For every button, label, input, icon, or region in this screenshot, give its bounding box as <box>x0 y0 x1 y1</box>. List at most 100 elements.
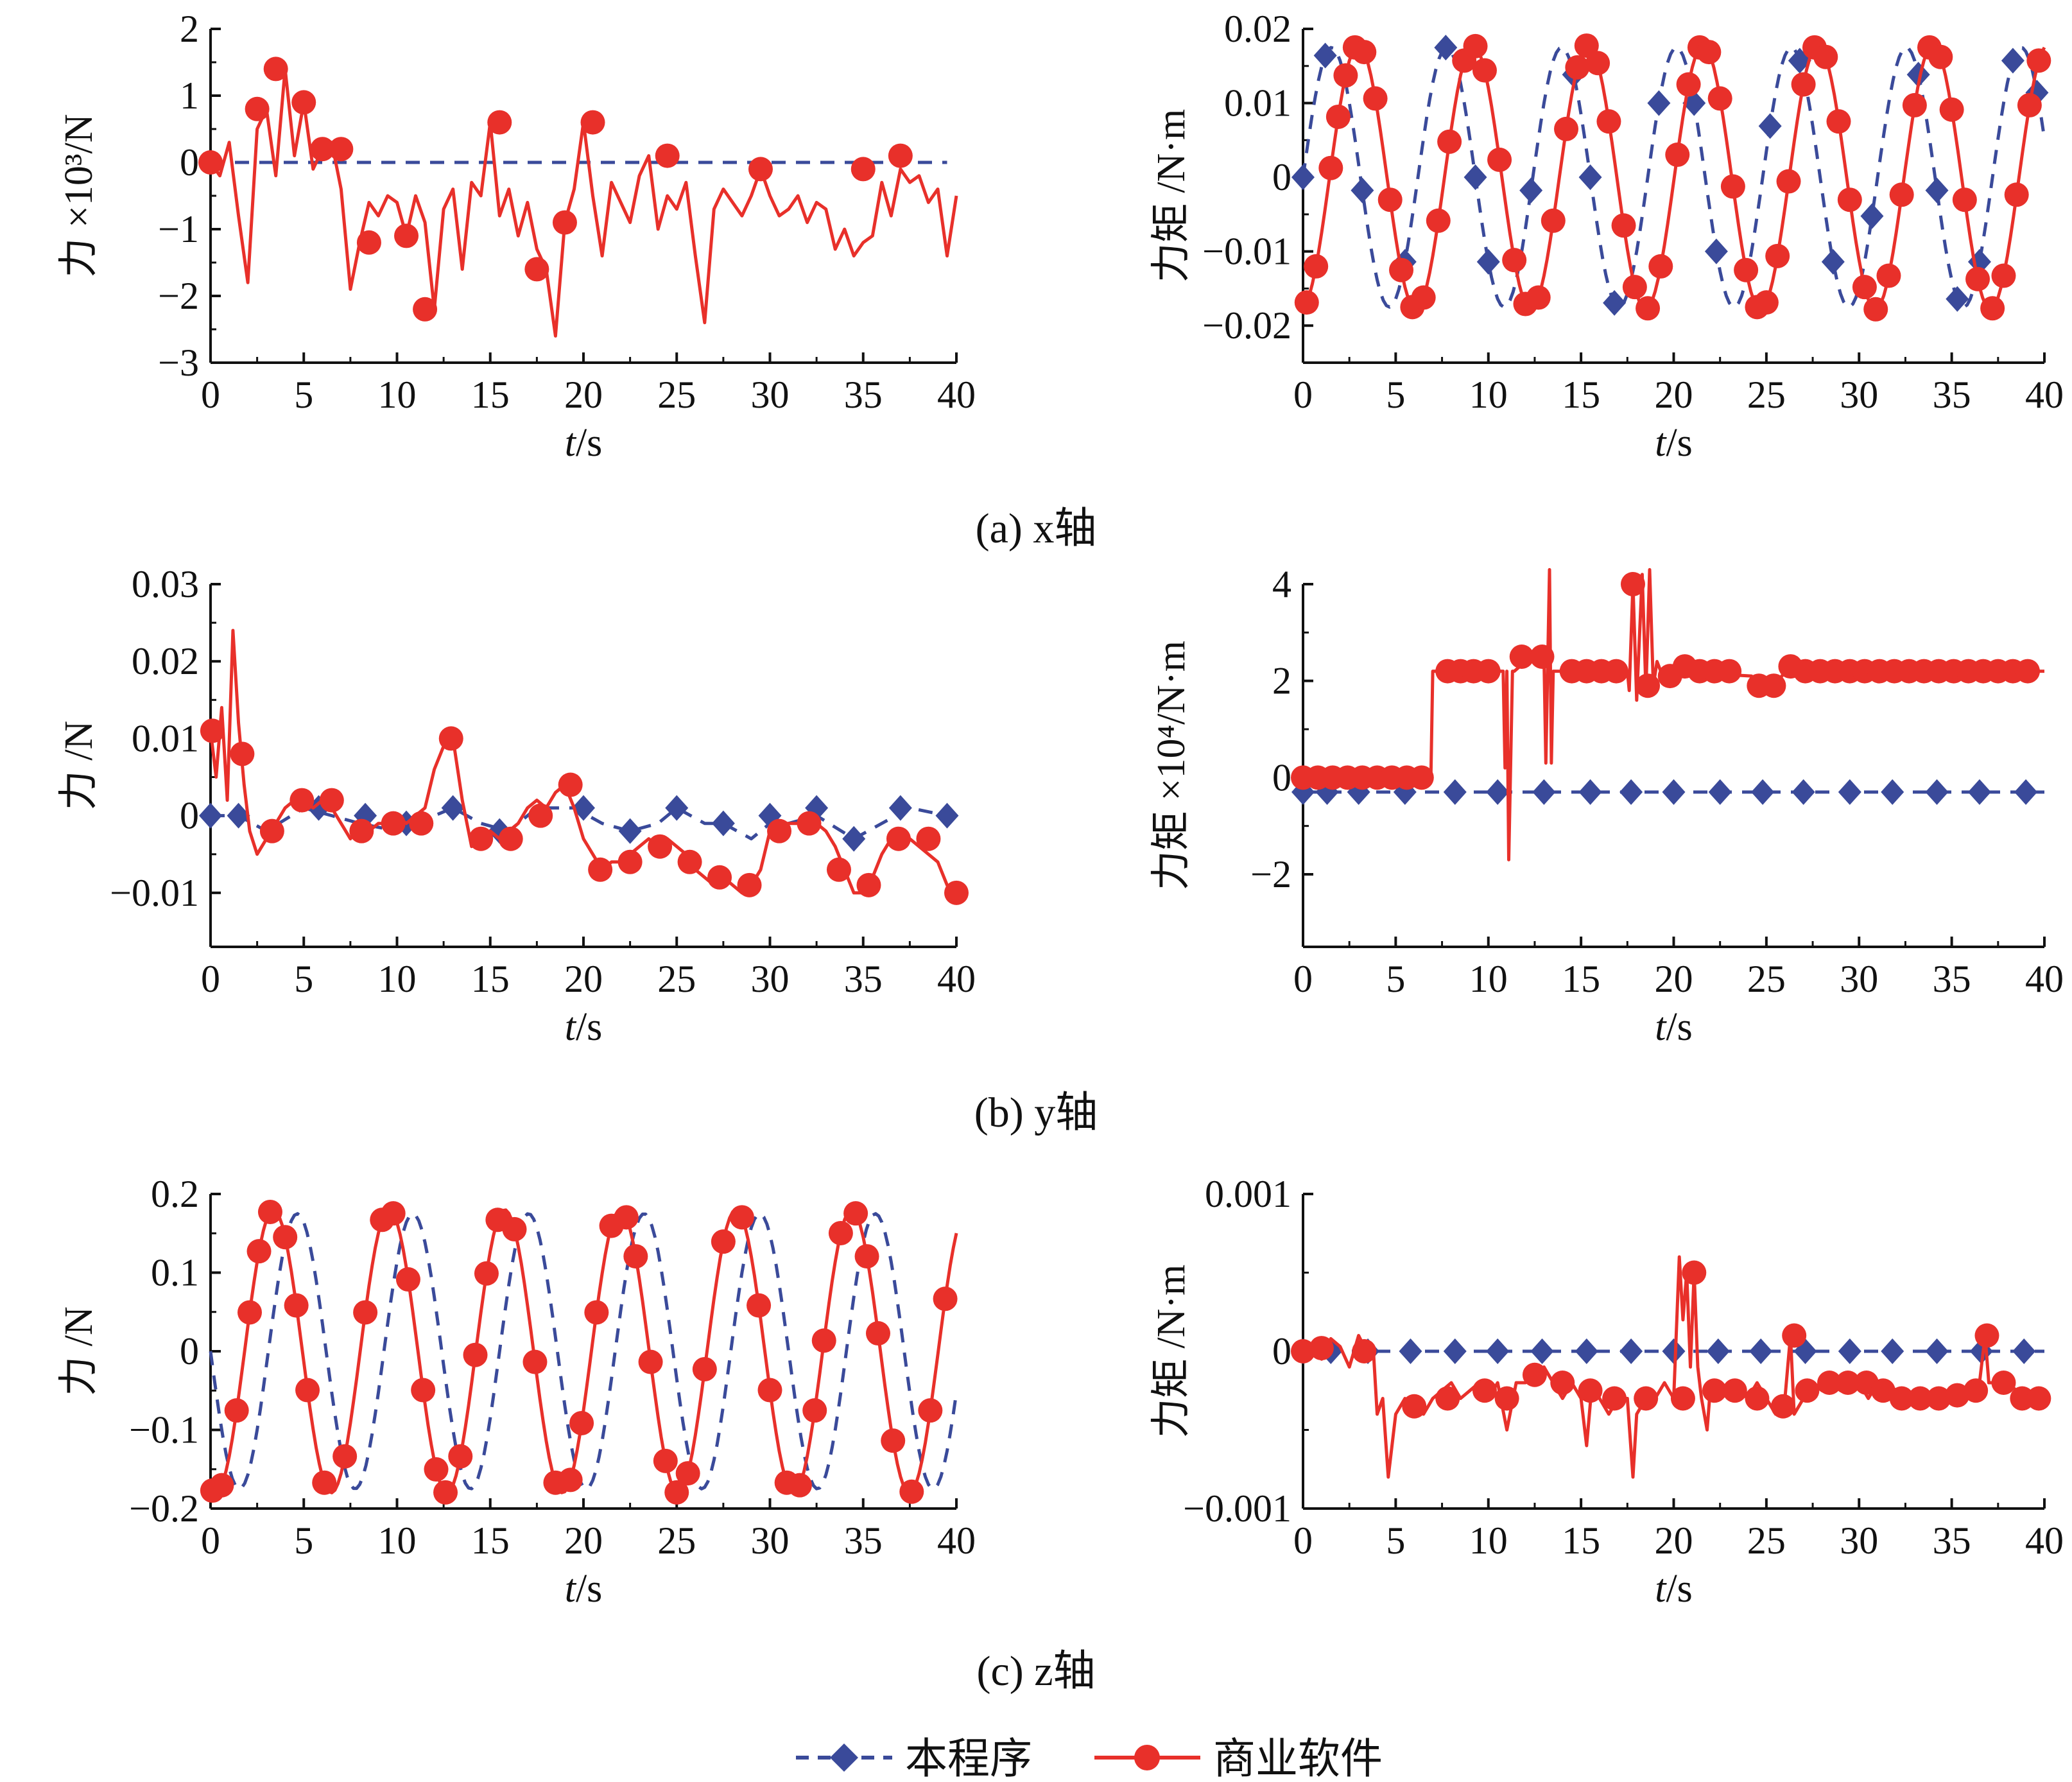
chart-x-force: 0 5 10 15 20 25 30 35 40 −3 −2 −1 0 1 2 t/s 力 ×10³/N <box>57 8 976 465</box>
x-tick-label: 15 <box>471 958 510 1000</box>
legend-marker-program <box>830 1743 858 1772</box>
data-marker <box>2012 1338 2036 1364</box>
x-tick-label: 15 <box>471 1519 510 1562</box>
y-tick-label: −0.02 <box>1202 304 1291 347</box>
data-marker <box>2026 1386 2051 1411</box>
data-marker <box>638 1349 663 1374</box>
x-tick-label: 35 <box>1933 374 1971 416</box>
x-tick-label: 10 <box>1469 958 1508 1000</box>
data-marker <box>1852 275 1877 300</box>
data-marker <box>329 137 354 162</box>
x-axis-label: t/s <box>1655 1005 1693 1049</box>
data-marker <box>558 772 583 797</box>
x-tick-label: 10 <box>1469 1519 1508 1562</box>
x-tick-label: 0 <box>1293 1519 1313 1562</box>
y-tick-label: −0.1 <box>129 1409 199 1451</box>
data-marker <box>381 1201 406 1226</box>
data-marker <box>1860 203 1884 229</box>
data-marker <box>1304 254 1329 279</box>
data-marker <box>474 1261 499 1286</box>
data-marker <box>1965 266 1990 291</box>
y-tick-label: −1 <box>158 208 199 250</box>
data-marker <box>692 1356 717 1381</box>
data-marker <box>1318 155 1343 180</box>
data-marker <box>1925 1338 1949 1364</box>
x-tick-label: 20 <box>1655 1519 1693 1562</box>
data-marker <box>1702 1378 1727 1403</box>
data-marker <box>2026 48 2051 73</box>
data-marker <box>617 849 643 874</box>
data-marker <box>438 726 463 751</box>
data-marker <box>1881 779 1904 805</box>
data-marker <box>1486 1338 1510 1364</box>
data-marker <box>865 1321 890 1346</box>
x-tick-label: 30 <box>751 958 790 1000</box>
data-marker <box>237 1300 263 1325</box>
data-marker <box>1402 1394 1427 1419</box>
data-marker <box>1648 254 1673 279</box>
x-tick-label: 0 <box>201 958 220 1000</box>
data-marker <box>944 880 969 905</box>
y-axis-label: 力矩 /N·m <box>1150 109 1193 282</box>
data-marker <box>1925 177 1949 203</box>
data-marker <box>319 788 344 813</box>
data-marker <box>1291 1339 1315 1363</box>
data-marker <box>797 811 822 836</box>
data-marker <box>584 1300 609 1325</box>
y-tick-label: 0.01 <box>132 717 199 759</box>
data-marker <box>1602 1386 1627 1411</box>
x-tick-label: 40 <box>2025 958 2064 1000</box>
data-marker <box>349 818 374 843</box>
data-marker <box>289 788 315 813</box>
x-tick-label: 5 <box>294 374 313 416</box>
data-marker <box>1928 44 1953 69</box>
legend-label-commercial: 商业软件 <box>1213 1734 1383 1782</box>
data-marker <box>409 811 434 836</box>
data-marker <box>1722 1378 1747 1403</box>
data-marker <box>1665 143 1690 168</box>
data-marker <box>441 795 465 821</box>
x-tick-label: 5 <box>1386 374 1405 416</box>
data-marker <box>332 1444 358 1469</box>
data-marker <box>1522 1362 1547 1387</box>
series-program <box>1291 1338 2044 1364</box>
y-tick-label: 0.001 <box>1205 1173 1291 1215</box>
data-marker <box>1817 1371 1842 1395</box>
data-marker <box>1636 296 1661 321</box>
data-marker <box>413 297 438 322</box>
data-marker <box>1636 673 1661 698</box>
data-marker <box>1821 248 1845 275</box>
data-marker <box>1585 51 1610 76</box>
series-line <box>209 1212 958 1491</box>
data-marker <box>498 826 523 851</box>
y-tick-label: 2 <box>1272 660 1291 702</box>
x-tick-label: 35 <box>844 374 883 416</box>
data-marker <box>1526 285 1551 310</box>
legend: 本程序 商业软件 <box>796 1734 1383 1782</box>
data-marker <box>463 1342 488 1367</box>
data-marker <box>1294 290 1319 315</box>
data-marker <box>227 802 250 829</box>
data-marker <box>558 1467 583 1492</box>
data-marker <box>729 1205 754 1230</box>
data-marker <box>850 157 876 182</box>
data-marker <box>284 1293 309 1318</box>
data-marker <box>1620 572 1645 596</box>
series-program <box>1291 779 2044 805</box>
x-tick-label: 0 <box>201 1519 220 1562</box>
data-marker <box>1578 164 1602 191</box>
x-tick-label: 0 <box>1293 958 1313 1000</box>
data-marker <box>1530 644 1555 669</box>
data-marker <box>1363 86 1388 111</box>
data-marker <box>1682 1260 1707 1285</box>
data-marker <box>886 826 911 851</box>
data-marker <box>524 257 549 282</box>
y-tick-label: −2 <box>158 275 199 317</box>
x-tick-label: 40 <box>937 958 976 1000</box>
data-marker <box>1476 659 1501 684</box>
data-marker <box>1945 1383 1970 1408</box>
data-marker <box>1603 659 1628 684</box>
series-line <box>209 1208 958 1494</box>
y-tick-label: −0.01 <box>110 872 199 914</box>
